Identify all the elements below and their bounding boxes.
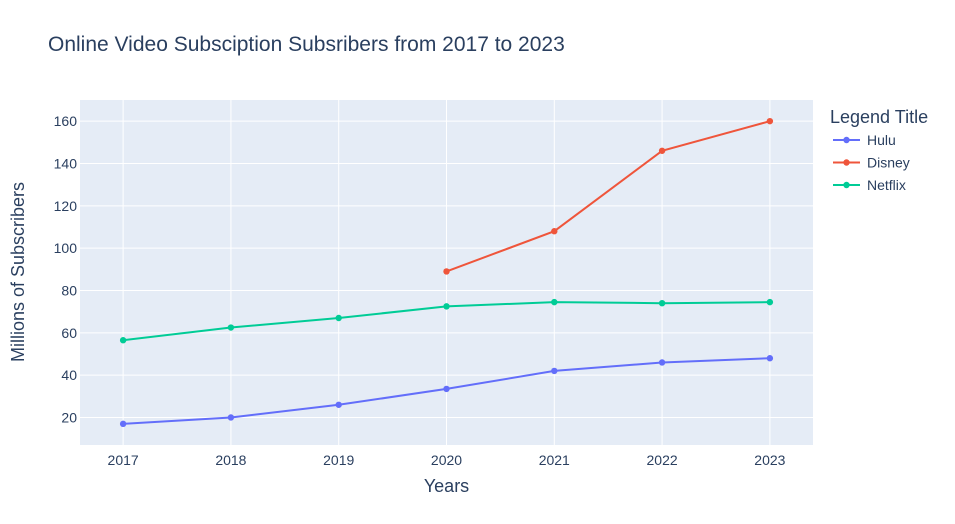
- data-point-netflix: [551, 298, 558, 306]
- x-tick-label: 2018: [215, 452, 246, 468]
- data-point-netflix: [658, 299, 666, 307]
- x-tick-label: 2020: [431, 452, 462, 468]
- data-point-disney: [766, 117, 774, 125]
- legend-item-hulu[interactable]: Hulu: [833, 132, 896, 148]
- data-point-netflix: [227, 324, 235, 331]
- data-point-netflix: [335, 314, 342, 322]
- x-tick-label: 2023: [754, 452, 785, 468]
- x-tick-labels: 2017 2018 2019 2020 2021 2022 2023: [108, 452, 786, 468]
- legend-label: Hulu: [867, 132, 896, 148]
- data-point-hulu: [227, 414, 235, 421]
- legend-label: Disney: [867, 155, 910, 171]
- y-tick-label: 120: [54, 198, 78, 214]
- y-gridlines: [80, 120, 813, 418]
- y-tick-label: 40: [61, 367, 77, 383]
- x-gridlines: [122, 100, 771, 445]
- data-point-disney: [551, 228, 558, 235]
- data-point-netflix: [119, 337, 127, 344]
- legend-label: Netflix: [867, 177, 906, 193]
- legend-swatch-marker: [843, 159, 850, 166]
- y-tick-label: 60: [61, 325, 77, 341]
- data-point-hulu: [335, 401, 342, 408]
- series-hulu: [119, 355, 774, 428]
- legend-item-disney[interactable]: Disney: [833, 155, 910, 171]
- x-tick-label: 2022: [647, 452, 678, 468]
- x-tick-label: 2017: [108, 452, 139, 468]
- data-point-disney: [443, 268, 450, 275]
- y-tick-labels: 20 40 60 80 100 120 140 160: [54, 113, 78, 425]
- chart-title: Online Video Subsciption Subsribers from…: [48, 33, 565, 56]
- y-tick-label: 160: [54, 113, 78, 129]
- y-tick-label: 80: [61, 282, 77, 298]
- x-tick-label: 2021: [539, 452, 570, 468]
- data-point-hulu: [658, 359, 666, 366]
- y-tick-label: 20: [61, 409, 77, 425]
- series-layer: [119, 117, 774, 428]
- series-disney: [443, 117, 774, 275]
- y-tick-label: 140: [54, 155, 78, 171]
- legend: Legend Title Hulu Disney Netflix: [830, 107, 928, 193]
- data-point-hulu: [119, 420, 127, 428]
- x-tick-label: 2019: [323, 452, 354, 468]
- data-point-disney: [658, 147, 666, 154]
- x-axis-title: Years: [424, 476, 469, 496]
- series-line-disney: [446, 120, 771, 273]
- legend-title: Legend Title: [830, 107, 928, 127]
- y-axis-title: Millions of Subscribers: [8, 182, 28, 362]
- data-point-hulu: [766, 355, 774, 362]
- data-point-hulu: [551, 367, 558, 375]
- legend-swatch-marker: [843, 181, 850, 189]
- series-netflix: [119, 298, 774, 344]
- y-tick-label: 100: [54, 240, 78, 256]
- legend-item-netflix[interactable]: Netflix: [833, 177, 906, 193]
- data-point-netflix: [766, 298, 774, 306]
- data-point-hulu: [443, 385, 450, 393]
- legend-items: Hulu Disney Netflix: [833, 132, 910, 193]
- legend-swatch-marker: [843, 136, 850, 144]
- data-point-netflix: [443, 303, 450, 310]
